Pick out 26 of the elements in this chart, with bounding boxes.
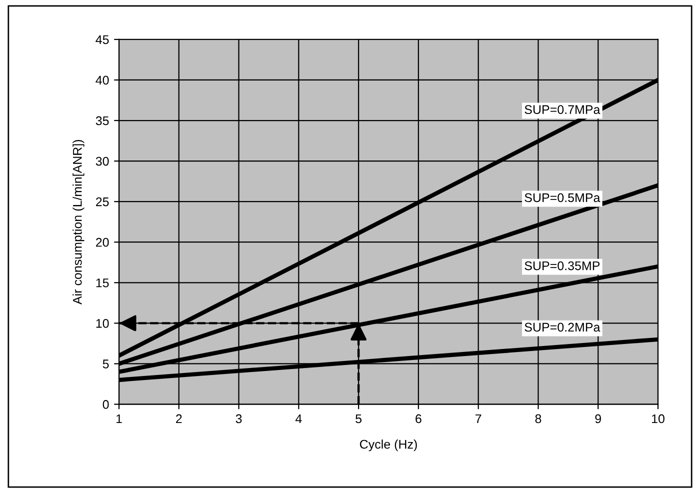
y-tick-label: 10 xyxy=(96,318,109,328)
y-tick-label: 25 xyxy=(96,197,109,206)
y-tick-label: 20 xyxy=(96,238,109,247)
x-tick-label: 3 xyxy=(236,414,242,424)
x-axis-title: Cycle (Hz) xyxy=(360,440,417,452)
x-tick-label: 8 xyxy=(535,414,542,424)
x-tick-label: 5 xyxy=(356,414,362,424)
y-tick-label: 5 xyxy=(102,360,109,368)
y-tick-label: 0 xyxy=(102,400,109,409)
y-tick-label: 35 xyxy=(96,116,109,126)
x-tick-label: 6 xyxy=(416,414,422,424)
x-tick-label: 7 xyxy=(476,414,482,424)
y-tick-label: 15 xyxy=(96,278,109,288)
series-label: SUP=0.5MPa xyxy=(524,193,600,202)
x-tick-label: 2 xyxy=(176,414,182,424)
x-tick-label: 1 xyxy=(116,414,122,424)
series-label: SUP=0.2MPa xyxy=(524,322,600,332)
y-tick-label: 40 xyxy=(96,76,109,85)
x-tick-label: 9 xyxy=(595,414,601,424)
x-tick-label: 10 xyxy=(652,414,664,424)
y-tick-label: 45 xyxy=(96,35,109,44)
y-axis-title: Air consumption (L/min[ANR]) xyxy=(72,140,84,304)
y-tick-label: 30 xyxy=(96,156,109,166)
series-label: SUP=0.7MPa xyxy=(524,105,600,114)
x-tick-label: 4 xyxy=(295,414,302,424)
series-label: SUP=0.35MP xyxy=(524,261,600,270)
